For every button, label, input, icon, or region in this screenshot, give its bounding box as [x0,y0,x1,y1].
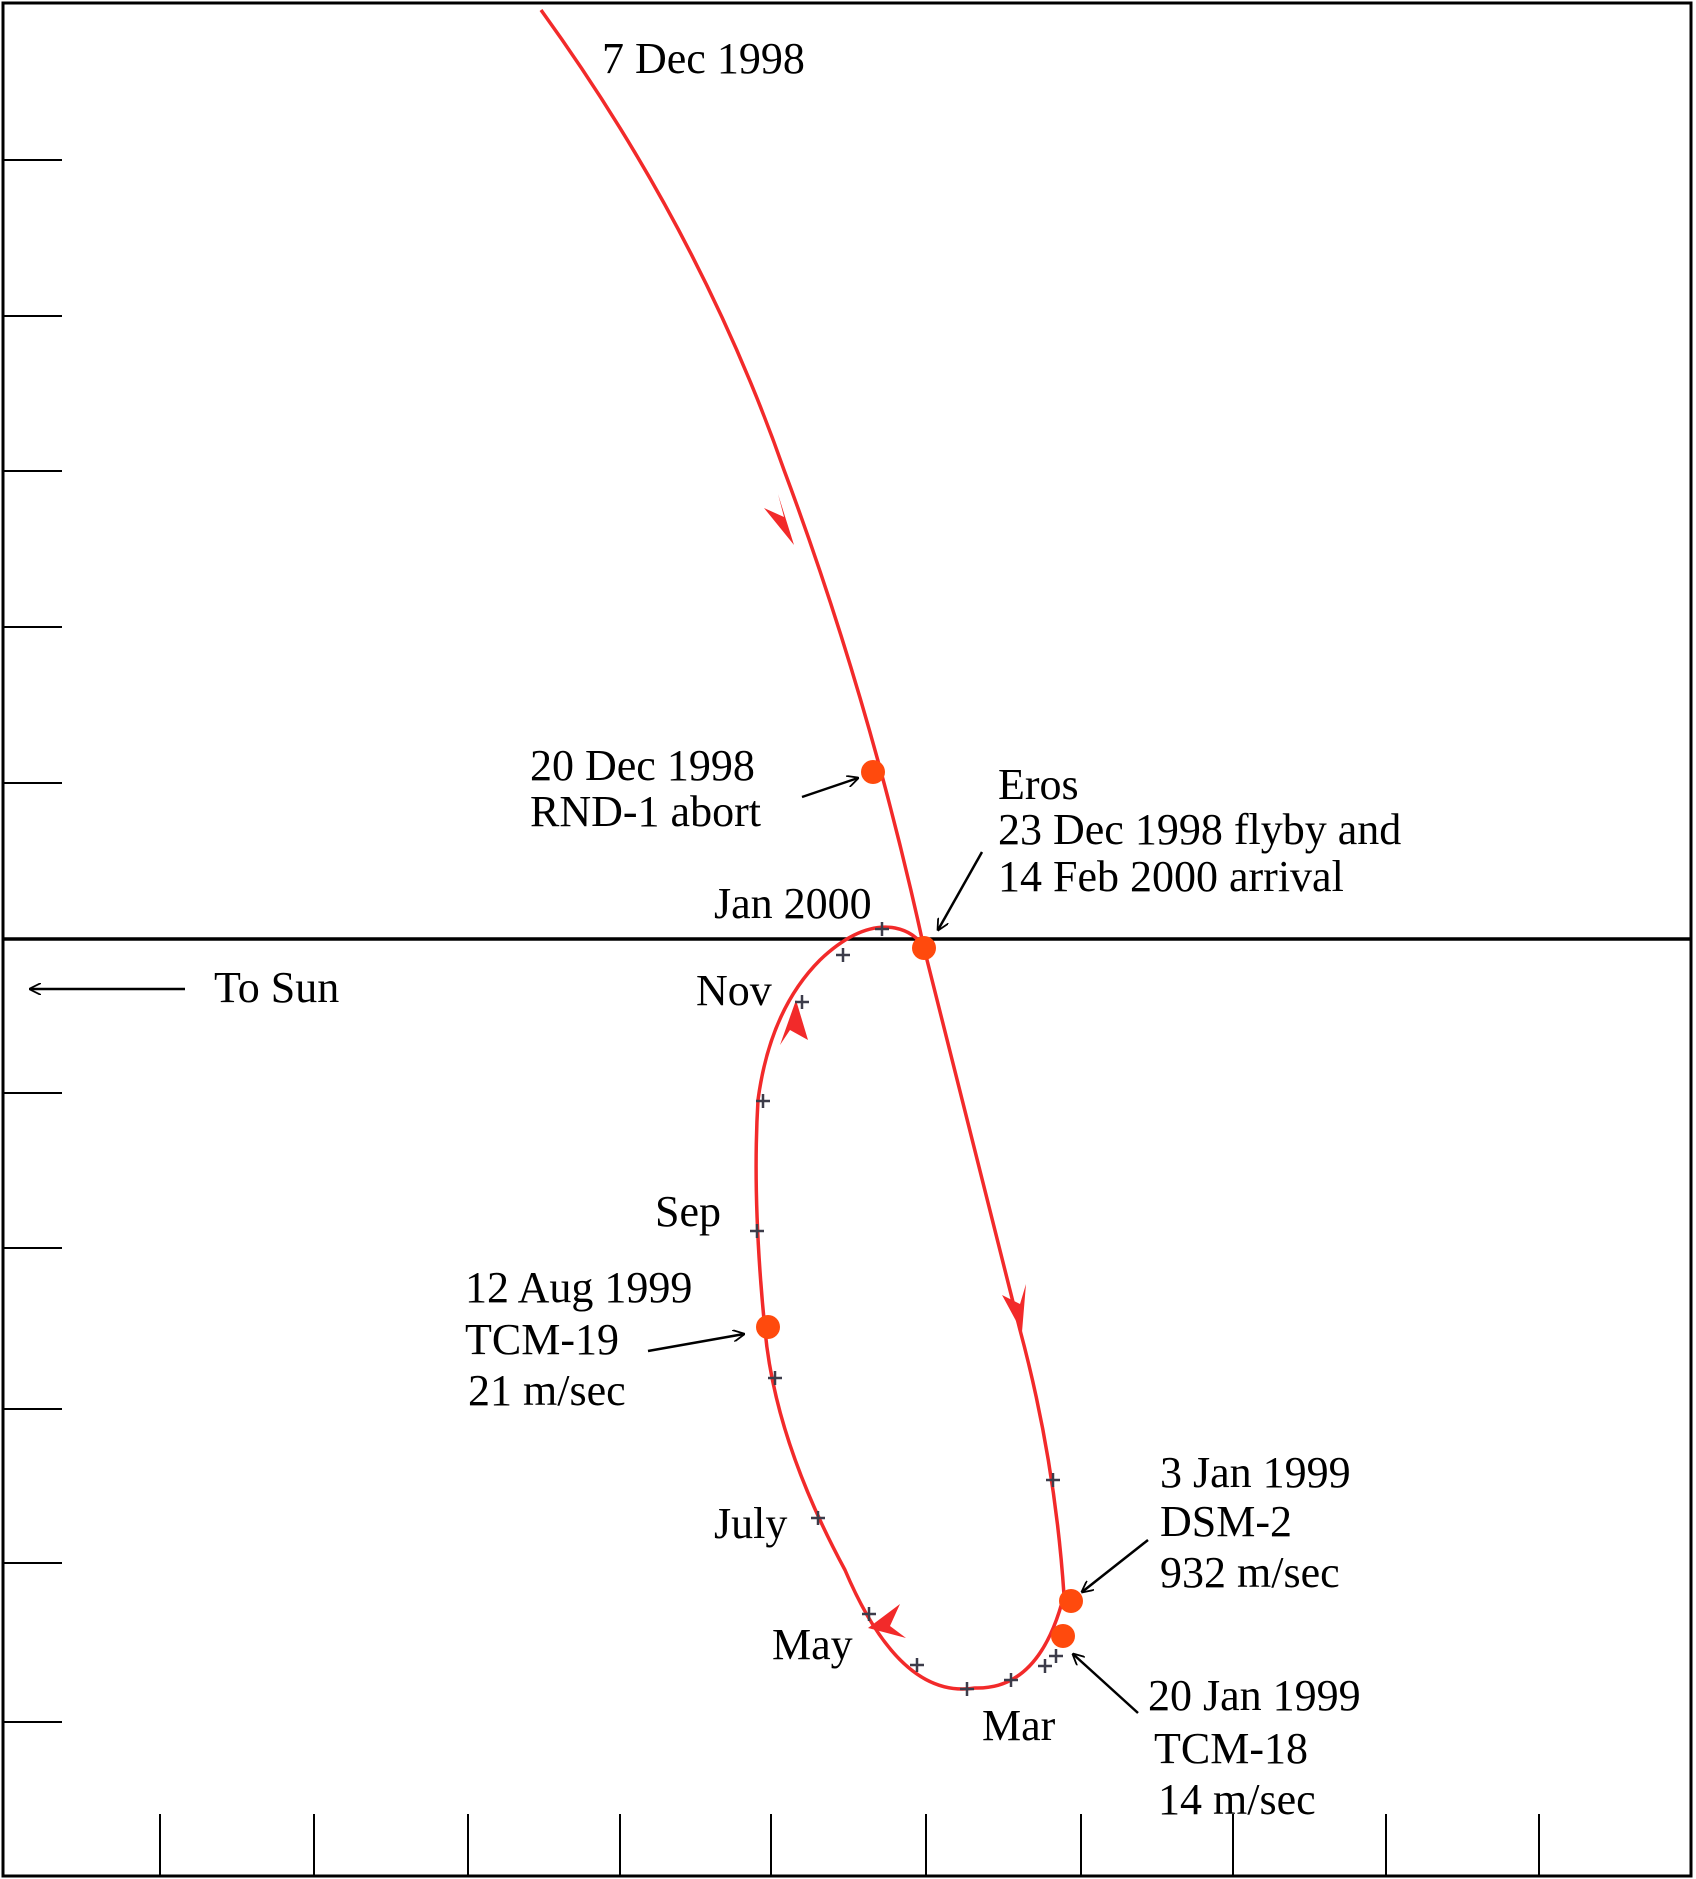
trajectory-approach [539,8,926,949]
eros-marker [912,936,936,960]
month-marker [1038,1659,1052,1673]
tcm18-dv-label: 14 m/sec [1158,1775,1316,1824]
direction-arrowhead [780,1000,808,1045]
dsm2-dv-label: 932 m/sec [1160,1548,1340,1597]
may-label: May [772,1620,853,1669]
month-marker [960,1682,974,1696]
month-marker [1049,1649,1063,1663]
july-label: July [714,1499,787,1548]
sep-label: Sep [655,1187,721,1236]
dsm2-name-label: DSM-2 [1160,1497,1292,1546]
month-marker [862,1607,876,1621]
dsm2-date-label: 3 Jan 1999 [1160,1448,1351,1497]
month-marker [750,1224,764,1238]
eros-name-label: Eros [998,760,1079,809]
mar-label: Mar [982,1701,1056,1750]
tcm18-date-label: 20 Jan 1999 [1148,1671,1361,1720]
direction-arrows [764,494,1026,1638]
eros-line2-label: 14 Feb 2000 arrival [998,852,1344,901]
tcm18-name-label: TCM-18 [1154,1724,1308,1773]
tcm19-marker [756,1315,780,1339]
dsm2-callout-arrow [1082,1539,1149,1592]
rnd1-abort-marker [861,760,885,784]
eros-line1-label: 23 Dec 1998 flyby and [998,805,1401,854]
month-markers [750,922,1063,1696]
rnd1-name-label: RND-1 abort [530,787,761,836]
tcm19-date-label: 12 Aug 1999 [465,1263,692,1312]
jan-2000-label: Jan 2000 [714,879,872,928]
month-marker [1004,1673,1018,1687]
event-markers [756,760,1083,1648]
left-axis-ticks [3,159,62,1723]
dsm2-marker [1059,1589,1083,1613]
month-marker [836,948,850,962]
month-marker [756,1094,770,1108]
eros-callout-arrow [938,851,984,930]
direction-arrowhead [1002,1284,1026,1332]
month-marker [811,1511,825,1525]
rnd1-date-label: 20 Dec 1998 [530,741,755,790]
nov-label: Nov [696,966,772,1015]
tcm18-marker [1051,1624,1075,1648]
tcm19-dv-label: 21 m/sec [468,1366,626,1415]
bottom-axis-ticks [159,1814,1540,1876]
month-marker [875,922,889,936]
tcm18-callout-arrow [1073,1654,1139,1714]
direction-arrowhead [764,494,794,545]
month-marker [1046,1473,1060,1487]
month-marker [795,995,809,1009]
tcm19-name-label: TCM-19 [465,1315,619,1364]
tcm19-callout-arrow [647,1334,744,1353]
callout-arrows [30,778,1149,1714]
start-date-label: 7 Dec 1998 [602,34,805,83]
direction-arrowhead [868,1604,906,1638]
month-marker [768,1371,782,1385]
rnd1-callout-arrow [801,778,858,799]
month-marker [910,1658,924,1672]
to-sun-label: To Sun [214,963,339,1012]
